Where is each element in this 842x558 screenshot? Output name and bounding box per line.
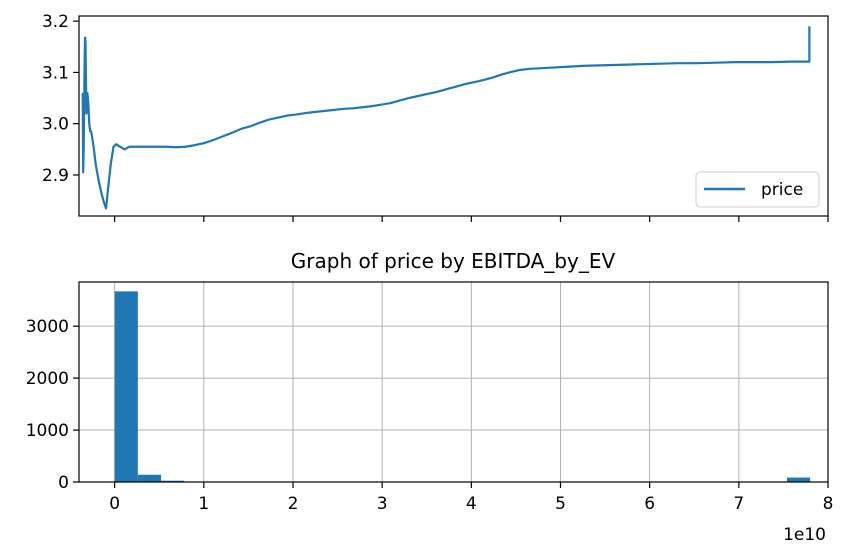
x-tick-label: 8 <box>823 494 834 514</box>
histogram-bar <box>137 474 162 482</box>
y-tick-label: 3.2 <box>42 12 69 32</box>
histogram-y-ticks: 0 1000 2000 3000 <box>26 317 79 493</box>
x-tick-label: 5 <box>555 494 566 514</box>
price-series-line <box>81 26 811 210</box>
histogram-title: Graph of price by EBITDA_by_EV <box>291 249 616 273</box>
histogram-bar <box>786 477 811 482</box>
histogram-x-ticks: 0 1 2 3 4 5 6 7 8 <box>109 482 833 514</box>
legend: price <box>695 171 820 208</box>
x-tick-label: 4 <box>466 494 477 514</box>
y-tick-label: 3.0 <box>42 115 69 135</box>
legend-price-label: price <box>761 180 803 200</box>
histogram-bar <box>161 480 185 482</box>
y-tick-label: 2000 <box>26 369 69 389</box>
histogram-x-offset-label: 1e10 <box>783 525 826 545</box>
y-tick-label: 1000 <box>26 421 69 441</box>
price-line-plot-area <box>81 26 811 210</box>
price-line-subplot: 2.9 3.0 3.1 3.2 price <box>42 12 829 222</box>
y-tick-label: 3.1 <box>42 63 69 83</box>
y-tick-label: 3000 <box>26 317 69 337</box>
x-tick-label: 3 <box>377 494 388 514</box>
x-tick-label: 2 <box>288 494 299 514</box>
x-tick-label: 1 <box>198 494 209 514</box>
histogram-axes-frame <box>78 281 829 483</box>
price-line-axes-frame <box>78 15 829 217</box>
x-tick-label: 7 <box>733 494 744 514</box>
x-tick-label: 6 <box>644 494 655 514</box>
y-tick-label: 2.9 <box>42 166 69 186</box>
x-tick-label: 0 <box>109 494 120 514</box>
price-line-y-ticks: 2.9 3.0 3.1 3.2 <box>42 12 79 186</box>
histogram-bar <box>114 291 138 482</box>
y-tick-label: 0 <box>58 473 69 493</box>
price-line-x-ticks <box>114 216 829 222</box>
histogram-subplot: Graph of price by EBITDA_by_EV 0 1000 2000… <box>26 249 834 545</box>
